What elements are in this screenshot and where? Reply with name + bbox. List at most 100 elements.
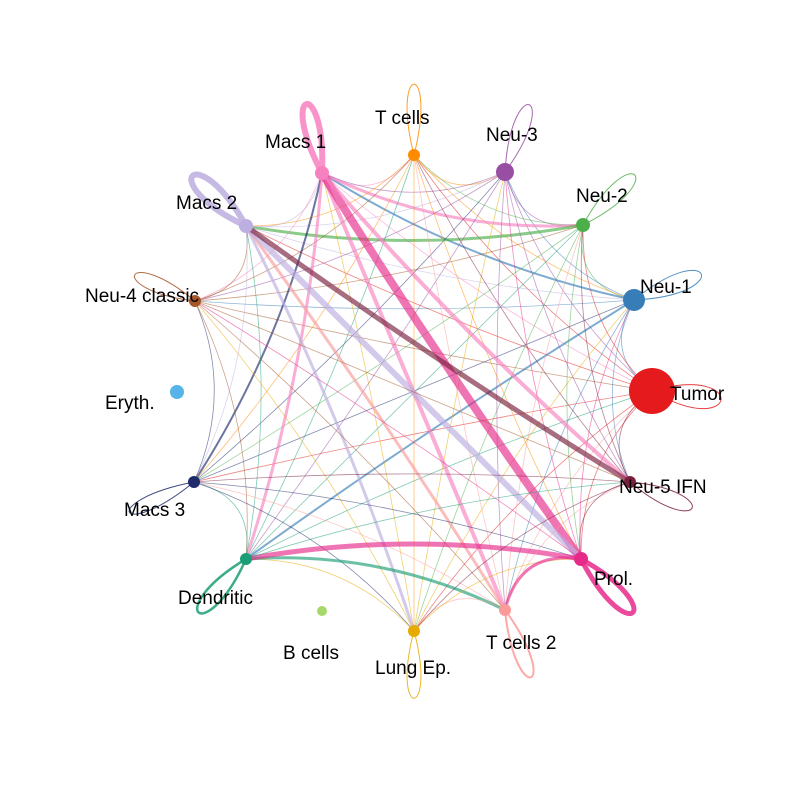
edge-tumor-neu3 [504, 171, 653, 392]
edge-neu1-tcells [413, 154, 635, 301]
edge-neu4-prol [194, 300, 582, 560]
node-tumor [629, 368, 675, 414]
self-loop-macs1 [299, 101, 326, 175]
edge-neu3-prol [504, 171, 582, 560]
node-bcells [317, 606, 327, 616]
edge-macs2-tcells2 [244, 225, 507, 611]
edge-neu2-macs3 [193, 224, 584, 483]
node-neu3 [496, 163, 514, 181]
node-label-lungep: Lung Ep. [375, 658, 451, 679]
edge-neu3-macs2 [245, 171, 506, 228]
edge-dendritic-lungep [245, 558, 415, 632]
edge-neu1-neu3 [504, 171, 635, 301]
edge-dendritic-tcells2 [245, 556, 506, 612]
edge-neu4-lungep [194, 300, 415, 632]
self-loop-tcells2 [504, 609, 535, 679]
self-loop-lungep [406, 630, 422, 699]
edge-tumor-tcells [413, 154, 653, 392]
self-loop-dendritic [195, 557, 248, 615]
self-loop-macs3 [128, 481, 195, 515]
edge-macs2-macs3 [193, 225, 248, 483]
edge-macs1-dendritic [244, 172, 324, 560]
node-neu2 [576, 218, 590, 232]
node-label-neu4: Neu-4 classic [85, 286, 199, 307]
edge-tumor-macs3 [193, 390, 653, 483]
node-lungep [408, 625, 420, 637]
edge-macs2-lungep [244, 225, 416, 632]
edge-macs3-neu5 [193, 473, 631, 483]
edge-neu1-macs2 [245, 225, 635, 301]
self-loop-macs2 [188, 171, 249, 229]
node-label-dendritic: Dendritic [178, 588, 253, 609]
edge-neu1-neu4 [194, 299, 635, 310]
edge-dendritic-neu5 [245, 481, 631, 560]
edge-neu3-macs1 [321, 171, 506, 193]
node-neu1 [623, 289, 645, 311]
edge-neu3-dendritic [245, 171, 506, 560]
edge-macs3-prol [193, 481, 582, 560]
edge-neu3-lungep [413, 171, 506, 632]
edge-neu2-neu4 [194, 224, 584, 302]
edge-macs2-neu5 [244, 223, 632, 485]
edge-neu4-neu5 [194, 300, 631, 483]
node-neu5 [624, 476, 636, 488]
node-label-eryth: Eryth. [105, 393, 155, 414]
node-label-macs1: Macs 1 [265, 132, 326, 153]
node-label-macs2: Macs 2 [176, 193, 237, 214]
edge-macs1-lungep [321, 172, 415, 632]
node-label-neu1: Neu-1 [640, 277, 692, 298]
self-loop-prol [578, 556, 637, 616]
node-prol [574, 552, 588, 566]
edge-neu2-macs1 [321, 171, 584, 228]
node-macs2 [239, 219, 253, 233]
edge-neu2-tcells2 [504, 224, 584, 611]
self-loop-neu4 [134, 272, 196, 302]
node-eryth [170, 385, 184, 399]
edge-neu4-tcells2 [194, 300, 506, 611]
edge-macs2-neu4 [194, 225, 248, 302]
edge-tumor-tcells2 [504, 390, 653, 611]
node-label-tcells2: T cells 2 [486, 633, 556, 654]
edge-neu2-prol [566, 224, 584, 560]
edge-neu1-prol [579, 299, 635, 560]
edge-neu2-neu3 [504, 171, 584, 227]
edge-neu3-neu5 [504, 171, 631, 483]
edge-tumor-macs1 [321, 172, 653, 392]
node-macs3 [188, 476, 200, 488]
node-tcells [408, 149, 420, 161]
self-loop-tumor [651, 384, 722, 410]
node-label-tumor: Tumor [670, 384, 725, 405]
node-label-neu2: Neu-2 [576, 186, 628, 207]
edge-tcells-prol [413, 154, 582, 560]
edge-neu2-tcells [413, 154, 584, 226]
edge-tcells2-prol [503, 556, 582, 611]
edge-neu4-dendritic [194, 300, 248, 560]
edge-macs2-prol [243, 223, 584, 562]
edge-macs1-neu5 [320, 171, 632, 484]
edge-tcells2-neu5 [504, 481, 631, 611]
node-neu4 [189, 295, 201, 307]
node-label-tcells: T cells [375, 108, 430, 129]
edge-neu3-tcells2 [496, 171, 506, 611]
node-label-prol: Prol. [594, 569, 633, 590]
label-layer: Tumor Neu-1 Neu-2 Neu-3 T cells Macs 1 Macs 2 N… [85, 108, 725, 679]
edge-macs3-tcells2 [193, 481, 506, 611]
edge-tumor-prol [580, 390, 653, 560]
edge-macs3-lungep [193, 481, 415, 632]
node-label-neu3: Neu-3 [486, 125, 538, 146]
self-loop-neu1 [633, 269, 703, 301]
edge-macs3-dendritic [193, 481, 248, 560]
edge-tumor-macs2 [245, 225, 653, 392]
edge-neu2-neu5 [580, 224, 631, 483]
edge-prol-neu5 [579, 481, 631, 560]
edge-neu1-neu5 [611, 299, 635, 483]
node-label-neu5: Neu-5 IFN [619, 477, 707, 498]
edge-neu1-macs1 [321, 172, 635, 301]
edge-lungep-prol [413, 558, 582, 632]
edge-neu2-macs2 [245, 223, 584, 242]
self-loop-neu3 [504, 104, 533, 173]
edge-tcells-neu5 [413, 154, 631, 483]
node-dendritic [240, 553, 252, 565]
self-loop-neu2 [582, 173, 637, 226]
